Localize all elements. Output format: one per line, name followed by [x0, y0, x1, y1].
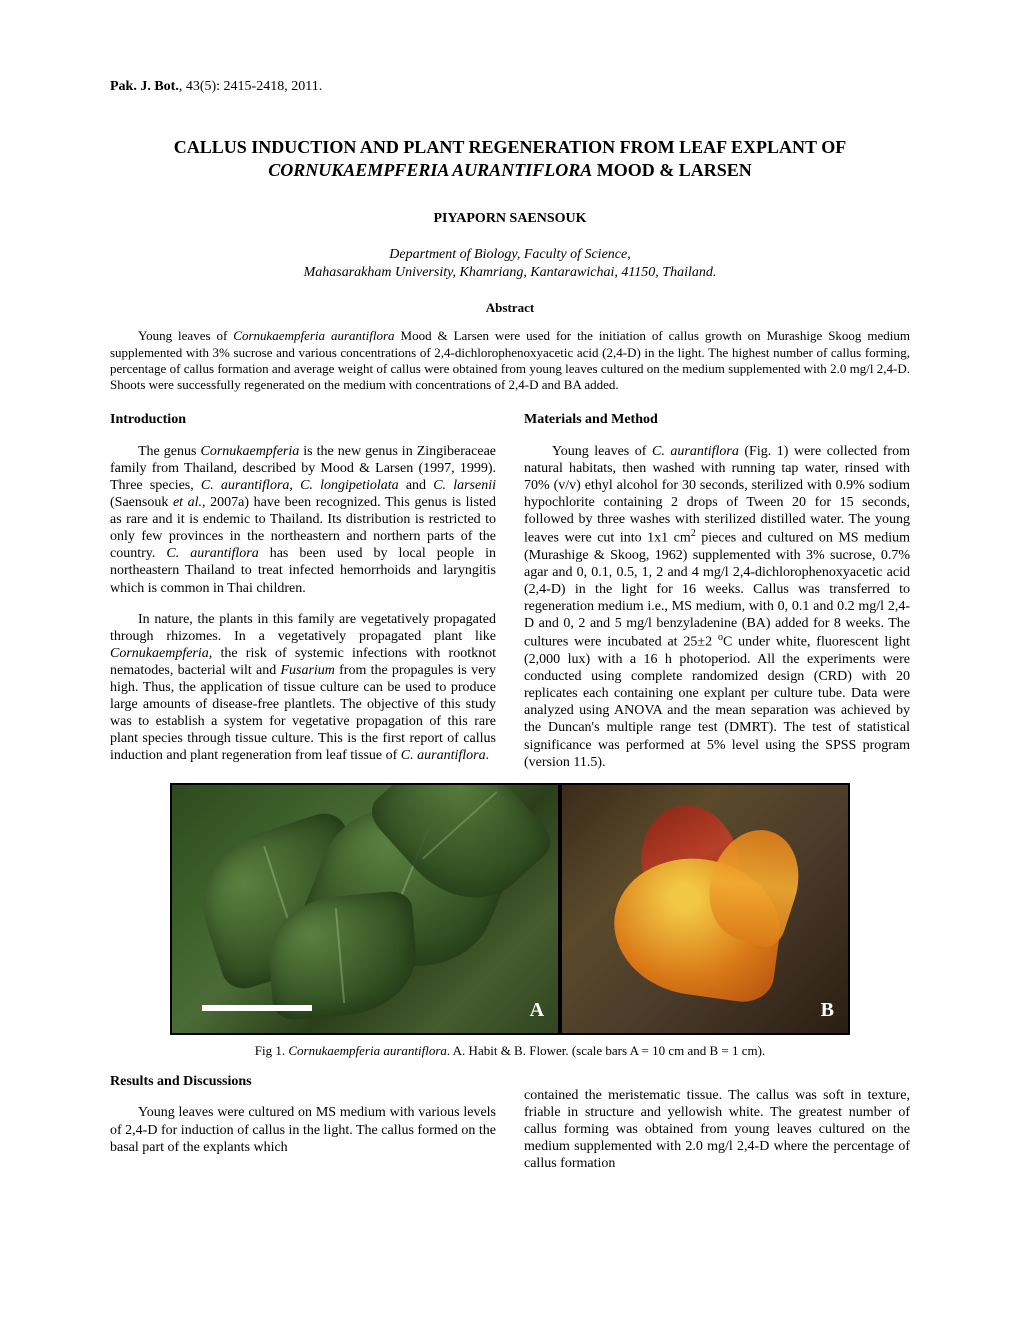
introduction-para-2: In nature, the plants in this family are… — [110, 611, 496, 765]
abstract-heading: Abstract — [110, 300, 910, 316]
figure-panel-a: A — [172, 785, 558, 1033]
title-species: CORNUKAEMPFERIA AURANTIFLORA — [268, 160, 592, 180]
results-columns: Results and Discussions Young leaves wer… — [110, 1073, 910, 1172]
journal-header: Pak. J. Bot., 43(5): 2415-2418, 2011. — [110, 78, 910, 96]
results-left-column: Results and Discussions Young leaves wer… — [110, 1073, 496, 1172]
figure-caption: Fig 1. Cornukaempferia aurantiflora. A. … — [110, 1043, 910, 1059]
right-column: Materials and Method Young leaves of C. … — [524, 411, 910, 770]
article-title: CALLUS INDUCTION AND PLANT REGENERATION … — [110, 136, 910, 183]
affiliation-line1: Department of Biology, Faculty of Scienc… — [389, 247, 630, 262]
results-para-right: contained the meristematic tissue. The c… — [524, 1087, 910, 1172]
figure-1: A B — [170, 783, 850, 1035]
introduction-para-1: The genus Cornukaempferia is the new gen… — [110, 443, 496, 597]
caption-prefix: Fig 1. — [255, 1043, 289, 1058]
scale-bar — [202, 1005, 312, 1011]
affiliation-line2: Mahasarakham University, Khamriang, Kant… — [304, 265, 717, 280]
left-column: Introduction The genus Cornukaempferia i… — [110, 411, 496, 770]
abstract-text: Young leaves of Cornukaempferia aurantif… — [110, 328, 910, 393]
results-right-column: contained the meristematic tissue. The c… — [524, 1073, 910, 1172]
results-para-left: Young leaves were cultured on MS medium … — [110, 1104, 496, 1155]
introduction-heading: Introduction — [110, 411, 496, 429]
intro-methods-columns: Introduction The genus Cornukaempferia i… — [110, 411, 910, 770]
methods-para-1: Young leaves of C. aurantiflora (Fig. 1)… — [524, 443, 910, 771]
title-line1: CALLUS INDUCTION AND PLANT REGENERATION … — [174, 137, 846, 157]
figure-panel-b: B — [562, 785, 848, 1033]
author-affiliation: Department of Biology, Faculty of Scienc… — [110, 246, 910, 282]
journal-name: Pak. J. Bot. — [110, 79, 179, 94]
title-line2-rest: MOOD & LARSEN — [592, 160, 752, 180]
results-heading: Results and Discussions — [110, 1073, 496, 1091]
caption-rest: . A. Habit & B. Flower. (scale bars A = … — [447, 1043, 765, 1058]
author-name: PIYAPORN SAENSOUK — [110, 210, 910, 228]
panel-b-label: B — [821, 998, 834, 1023]
panel-a-label: A — [530, 998, 544, 1023]
journal-issue: , 43(5): 2415-2418, 2011. — [179, 79, 322, 94]
methods-heading: Materials and Method — [524, 411, 910, 429]
caption-species: Cornukaempferia aurantiflora — [288, 1043, 447, 1058]
